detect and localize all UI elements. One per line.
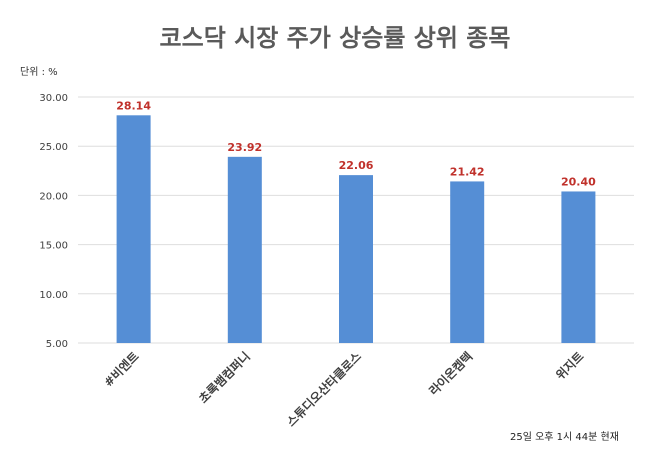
bar bbox=[227, 156, 262, 343]
bar bbox=[561, 191, 596, 343]
y-tick-label: 20.00 bbox=[39, 191, 68, 202]
data-label: 23.92 bbox=[227, 141, 262, 154]
bar bbox=[116, 115, 151, 343]
y-tick-label: 25.00 bbox=[39, 142, 68, 153]
data-label: 21.42 bbox=[450, 165, 485, 178]
y-tick-label: 5.00 bbox=[46, 339, 68, 350]
x-tick-label: 위지트 bbox=[552, 349, 586, 383]
unit-label: 단위 : % bbox=[20, 67, 58, 78]
bar bbox=[339, 175, 373, 343]
footnote: 25일 오후 1시 44분 현재 bbox=[510, 432, 619, 443]
y-tick-label: 15.00 bbox=[39, 241, 68, 252]
chart-title: 코스닥 시장 주가 상승률 상위 종목 bbox=[159, 24, 511, 52]
y-tick-label: 30.00 bbox=[39, 93, 68, 104]
data-label: 20.40 bbox=[561, 175, 596, 188]
bar bbox=[450, 181, 485, 343]
data-label: 28.14 bbox=[116, 99, 151, 112]
data-label: 22.06 bbox=[339, 159, 374, 172]
x-tick-label: #비엔트 bbox=[101, 349, 142, 390]
y-tick-label: 10.00 bbox=[39, 290, 68, 301]
x-tick-label: 스튜디오산타클로스 bbox=[283, 349, 364, 430]
x-tick-label: 라이온켐텍 bbox=[426, 349, 476, 399]
x-tick-label: 초록뱀컴퍼니 bbox=[195, 349, 252, 406]
